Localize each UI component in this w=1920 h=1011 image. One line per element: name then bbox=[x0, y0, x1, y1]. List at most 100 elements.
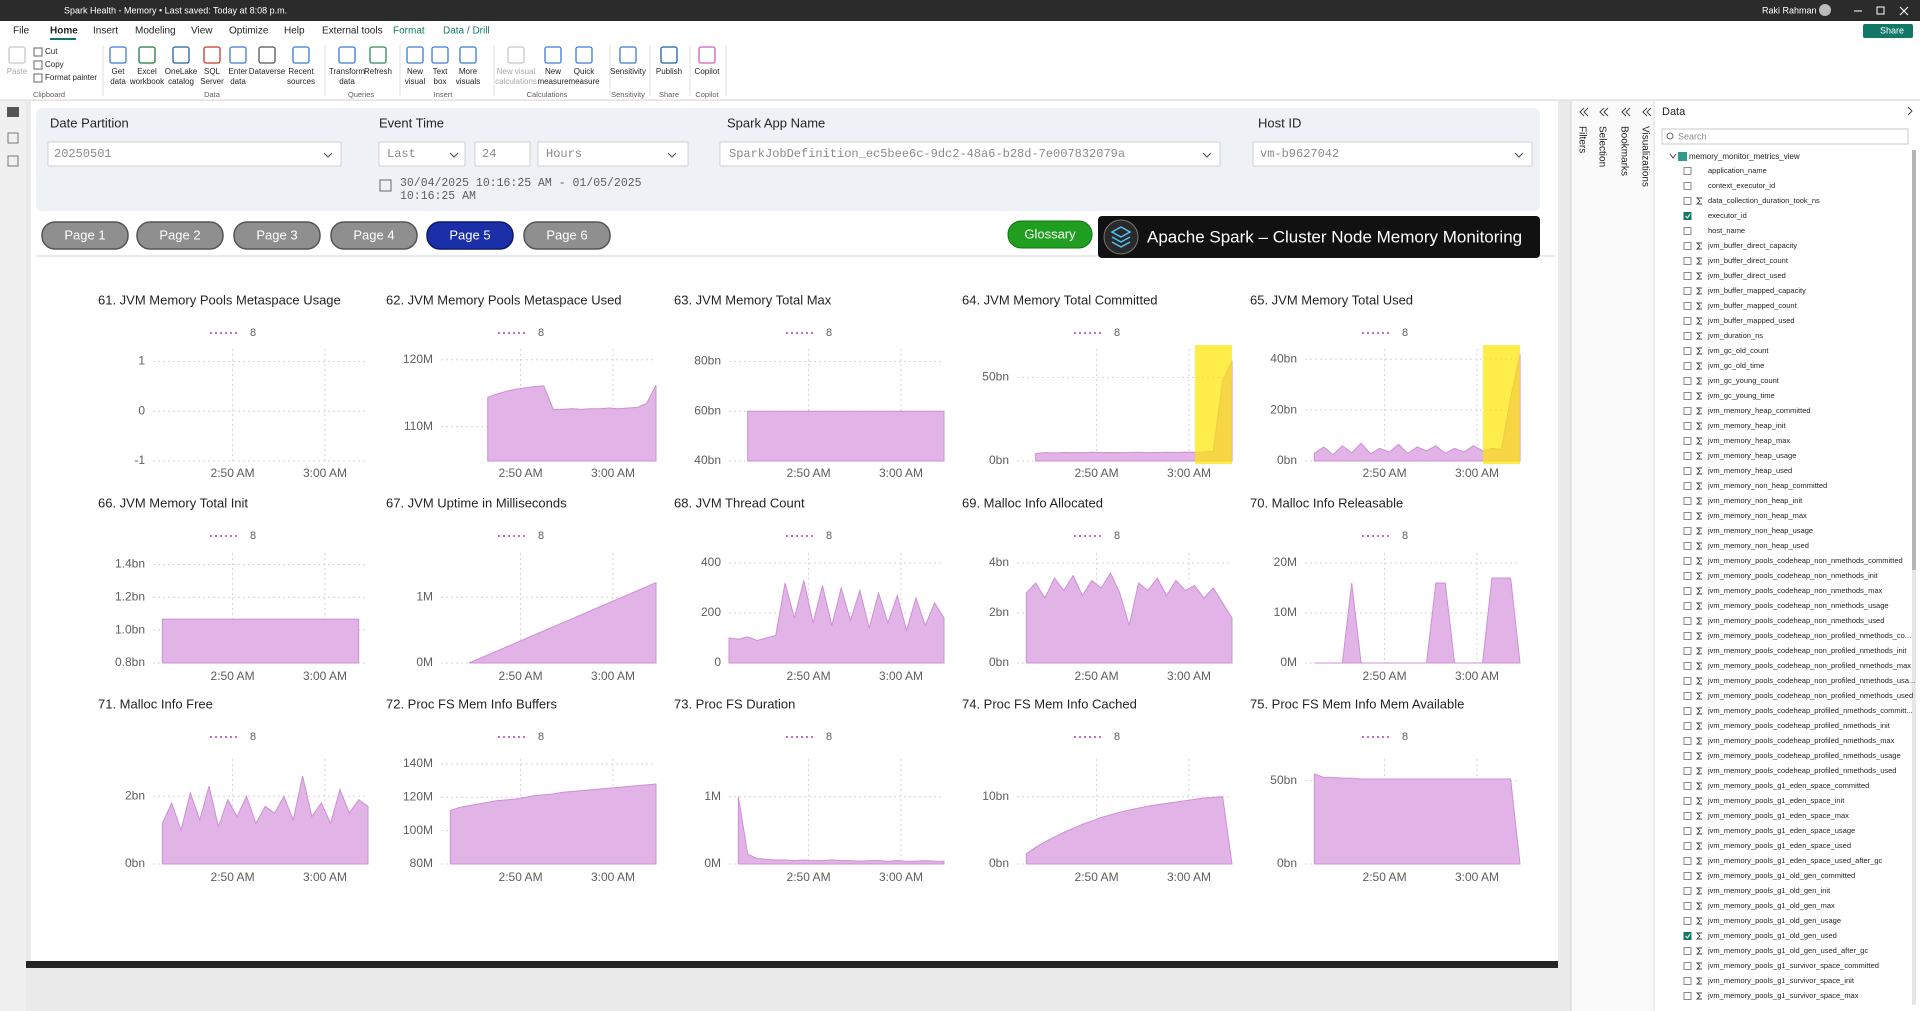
share-button[interactable] bbox=[1863, 24, 1913, 38]
ribbon-button-label[interactable]: OneLake bbox=[165, 67, 198, 76]
ribbon-button-label[interactable]: Recent bbox=[288, 67, 314, 76]
ribbon-button-label[interactable]: data bbox=[339, 77, 355, 86]
page-button[interactable] bbox=[523, 221, 611, 250]
field-name[interactable]: jvm_memory_pools_codeheap_non_nmethods_i… bbox=[1707, 571, 1879, 580]
field-checkbox[interactable] bbox=[1683, 407, 1692, 415]
ribbon-tab[interactable]: Help bbox=[284, 26, 305, 37]
ribbon-tab[interactable]: Modeling bbox=[135, 26, 176, 37]
ribbon-button-label[interactable]: Refresh bbox=[364, 67, 392, 76]
field-name[interactable]: jvm_memory_pools_g1_survivor_space_commi… bbox=[1707, 961, 1879, 970]
field-checkbox[interactable] bbox=[1683, 767, 1692, 775]
field-checkbox[interactable] bbox=[1683, 482, 1692, 490]
field-checkbox[interactable] bbox=[1683, 182, 1692, 190]
field-name[interactable]: jvm_memory_pools_g1_survivor_space_init bbox=[1707, 976, 1855, 985]
ribbon-button-label[interactable]: Dataverse bbox=[249, 67, 286, 76]
ribbon-button-label[interactable]: Transform bbox=[329, 67, 365, 76]
dropdown[interactable] bbox=[47, 141, 342, 167]
field-name[interactable]: jvm_memory_pools_codeheap_non_nmethods_c… bbox=[1707, 556, 1903, 565]
dropdown-chevron[interactable] bbox=[449, 152, 459, 158]
field-name[interactable]: jvm_buffer_direct_count bbox=[1707, 256, 1789, 265]
ribbon-button-label[interactable]: data bbox=[110, 77, 126, 86]
field-name[interactable]: context_executor_id bbox=[1708, 181, 1775, 190]
ribbon-icon[interactable] bbox=[109, 46, 127, 64]
ribbon-icon[interactable] bbox=[292, 46, 310, 64]
ribbon-button-label[interactable]: measure bbox=[568, 77, 600, 86]
ribbon-tab[interactable]: External tools bbox=[322, 26, 383, 37]
field-name[interactable]: jvm_memory_pools_g1_old_gen_max bbox=[1707, 901, 1835, 910]
ribbon-button-label[interactable]: workbook bbox=[129, 77, 165, 86]
ribbon-tab[interactable]: Insert bbox=[93, 26, 118, 37]
field-checkbox[interactable] bbox=[1683, 587, 1692, 595]
page-button-label[interactable]: Page 3 bbox=[256, 227, 297, 242]
field-name[interactable]: jvm_memory_pools_codeheap_non_profiled_n… bbox=[1707, 661, 1911, 670]
field-checkbox[interactable] bbox=[1683, 872, 1692, 880]
window-controls[interactable] bbox=[1854, 6, 1909, 16]
ribbon-button-label[interactable]: Publish bbox=[656, 67, 682, 76]
field-name[interactable]: jvm_gc_young_count bbox=[1707, 376, 1780, 385]
field-checkbox[interactable] bbox=[1683, 572, 1692, 580]
ribbon-button-label[interactable]: Quick bbox=[574, 67, 595, 76]
page-button-label[interactable]: Page 2 bbox=[159, 227, 200, 242]
ribbon-tab[interactable]: Home bbox=[50, 26, 78, 37]
field-name[interactable]: jvm_memory_pools_codeheap_non_profiled_n… bbox=[1707, 691, 1913, 700]
field-checkbox[interactable] bbox=[1683, 542, 1692, 550]
field-name[interactable]: jvm_duration_ns bbox=[1707, 331, 1763, 340]
field-checkbox[interactable] bbox=[1683, 197, 1692, 205]
ribbon-button-label[interactable]: Get bbox=[112, 67, 126, 76]
table-view-icon[interactable] bbox=[7, 132, 19, 144]
search-box[interactable] bbox=[1661, 128, 1909, 145]
ribbon-button-label[interactable]: sources bbox=[287, 77, 315, 86]
field-checkbox[interactable] bbox=[1683, 452, 1692, 460]
field-name[interactable]: jvm_gc_old_count bbox=[1707, 346, 1769, 355]
field-name[interactable]: jvm_memory_pools_g1_eden_space_used_afte… bbox=[1707, 856, 1883, 865]
ribbon-tab[interactable]: Format bbox=[393, 26, 425, 37]
ribbon-icon[interactable] bbox=[406, 46, 424, 64]
page-button-label[interactable]: Page 5 bbox=[449, 227, 490, 242]
ribbon-icon[interactable] bbox=[459, 46, 477, 64]
field-name[interactable]: jvm_memory_non_heap_used bbox=[1707, 541, 1809, 550]
field-checkbox[interactable] bbox=[1683, 962, 1692, 970]
field-checkbox[interactable] bbox=[1683, 602, 1692, 610]
field-checkbox[interactable] bbox=[1683, 887, 1692, 895]
ribbon-button-label[interactable]: SQL bbox=[204, 67, 221, 76]
scrollbar[interactable] bbox=[1912, 150, 1916, 1005]
field-checkbox[interactable] bbox=[1683, 857, 1692, 865]
dropdown[interactable] bbox=[378, 141, 466, 167]
page-button-label[interactable]: Page 6 bbox=[546, 227, 587, 242]
field-checkbox[interactable] bbox=[1683, 647, 1692, 655]
field-checkbox[interactable] bbox=[1683, 287, 1692, 295]
field-name[interactable]: jvm_buffer_mapped_capacity bbox=[1707, 286, 1806, 295]
pane-tab[interactable]: Filters bbox=[1576, 126, 1587, 153]
ribbon-button-label[interactable]: New bbox=[545, 67, 561, 76]
field-checkbox[interactable] bbox=[1683, 737, 1692, 745]
field-checkbox[interactable] bbox=[1683, 632, 1692, 640]
field-name[interactable]: jvm_memory_pools_g1_eden_space_used bbox=[1707, 841, 1851, 850]
ribbon-small-label[interactable]: Cut bbox=[45, 47, 58, 56]
field-checkbox[interactable] bbox=[1683, 557, 1692, 565]
field-checkbox[interactable] bbox=[1683, 422, 1692, 430]
collapse-data-pane[interactable] bbox=[1907, 106, 1913, 116]
glossary-button[interactable] bbox=[1007, 220, 1093, 249]
ribbon-icon[interactable] bbox=[619, 46, 637, 64]
field-checkbox[interactable] bbox=[1683, 512, 1692, 520]
field-checkbox[interactable] bbox=[1683, 467, 1692, 475]
field-name[interactable]: jvm_memory_pools_g1_old_gen_used_after_g… bbox=[1707, 946, 1868, 955]
field-checkbox[interactable] bbox=[1683, 782, 1692, 790]
ribbon-button-label[interactable]: Server bbox=[200, 77, 224, 86]
ribbon-small-label[interactable]: Copy bbox=[45, 60, 64, 69]
dropdown-chevron[interactable] bbox=[667, 152, 677, 158]
expand-chevron[interactable] bbox=[1579, 107, 1589, 117]
ribbon-button-label[interactable]: box bbox=[434, 77, 447, 86]
expand-chevron[interactable] bbox=[1642, 107, 1652, 117]
field-name[interactable]: jvm_buffer_mapped_count bbox=[1707, 301, 1798, 310]
field-checkbox[interactable] bbox=[1683, 707, 1692, 715]
field-name[interactable]: jvm_memory_pools_codeheap_non_nmethods_u… bbox=[1707, 601, 1889, 610]
field-name[interactable]: jvm_memory_pools_g1_old_gen_used bbox=[1707, 931, 1837, 940]
dropdown[interactable] bbox=[1252, 141, 1533, 167]
expand-table[interactable] bbox=[1669, 153, 1677, 159]
ribbon-icon[interactable] bbox=[138, 46, 156, 64]
field-checkbox[interactable] bbox=[1683, 692, 1692, 700]
ribbon-button-label[interactable]: calculations bbox=[495, 77, 537, 86]
ribbon-button-label[interactable]: New bbox=[407, 67, 423, 76]
page-button[interactable] bbox=[233, 221, 321, 250]
